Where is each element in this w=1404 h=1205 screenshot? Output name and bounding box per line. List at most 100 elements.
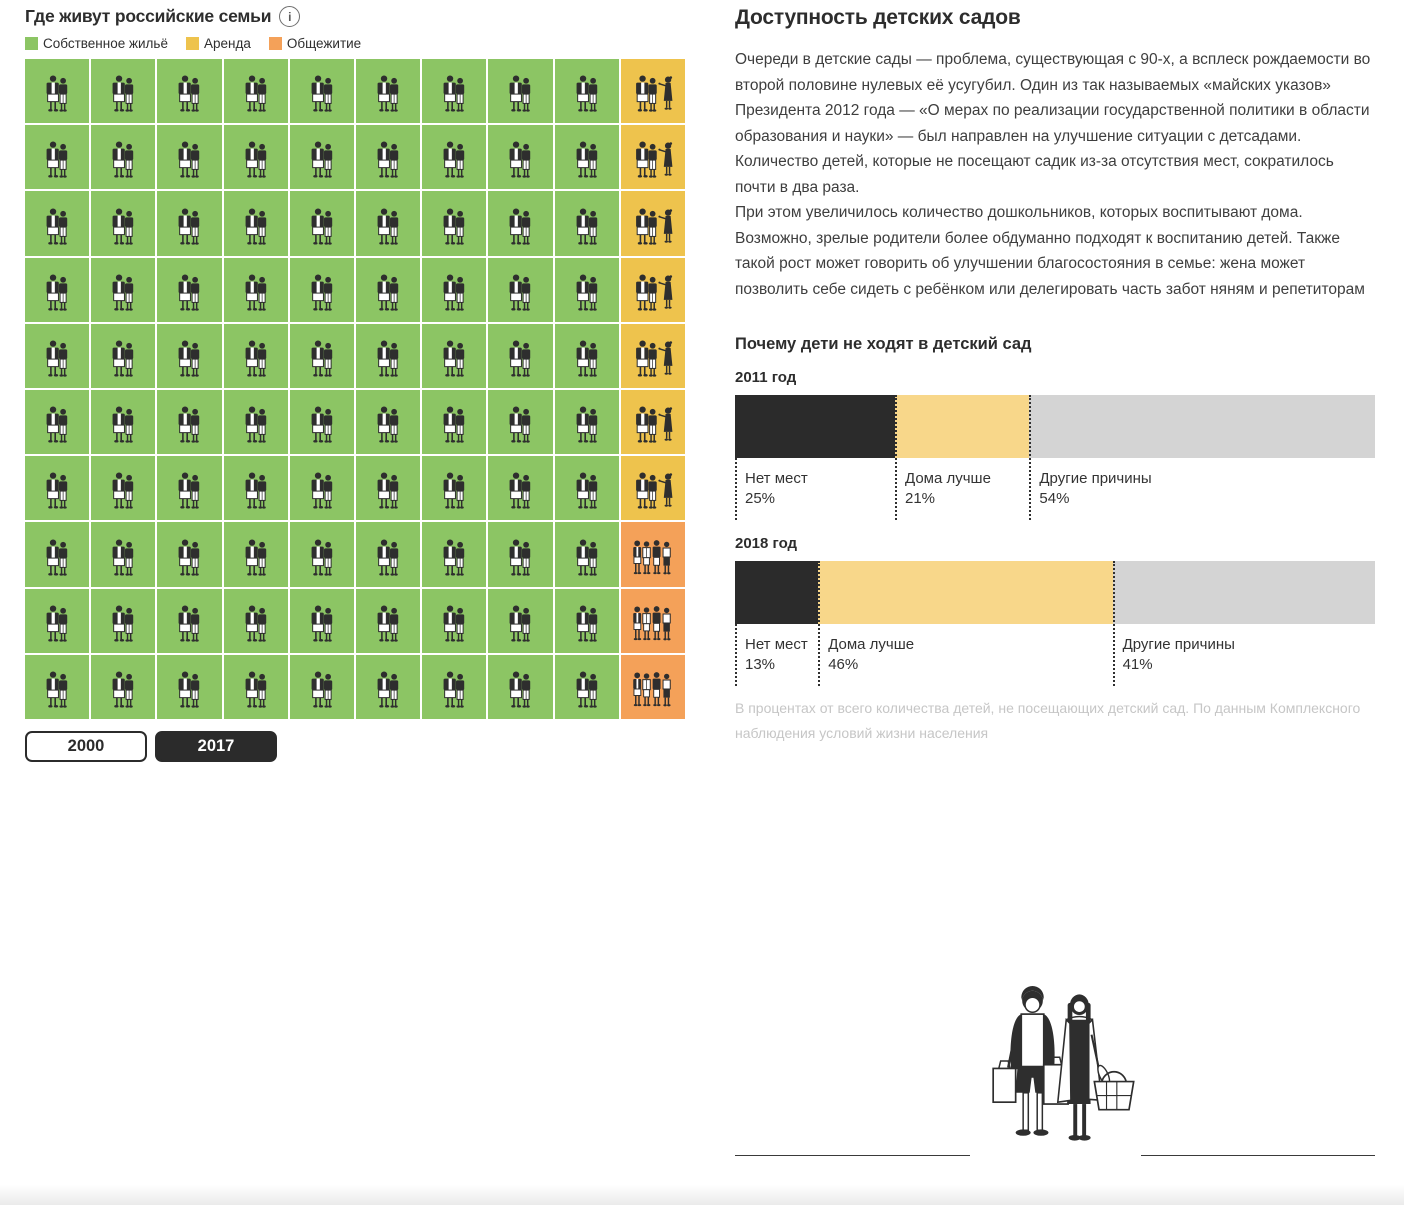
info-icon[interactable]: i	[279, 6, 301, 27]
family-pictogram-own	[178, 670, 201, 709]
waffle-cell-own	[289, 654, 354, 719]
waffle-cell-own	[223, 59, 288, 124]
waffle-cell-own	[91, 191, 156, 256]
waffle-cell-own	[157, 522, 222, 587]
waffle-cell-own	[488, 654, 553, 719]
family-pictogram-own	[443, 472, 466, 510]
waffle-cell-own	[157, 191, 222, 256]
waffle-cell-own	[25, 522, 90, 587]
family-pictogram-own	[244, 141, 267, 179]
family-pictogram-own	[310, 74, 333, 113]
section-title: Почему дети не ходят в детский сад	[735, 335, 1032, 353]
legend-swatch-dorm	[268, 37, 282, 50]
waffle-cell-own	[488, 456, 553, 521]
family-pictogram-own	[376, 670, 400, 709]
legend-item-dorm: Общежитие	[268, 36, 361, 51]
waffle-cell-dorm	[620, 588, 685, 653]
family-pictogram-own	[575, 273, 598, 312]
family-pictogram-own	[376, 604, 400, 643]
family-pictogram-own	[178, 273, 201, 312]
family-pictogram-own	[443, 604, 466, 643]
stacked-bar-block: 2018 год Нет мест 13% Дома лучше 46% Другие п…	[735, 535, 1375, 686]
family-pictogram-rent	[630, 400, 676, 448]
bar-segment	[1112, 561, 1375, 624]
waffle-cell-own	[355, 389, 421, 455]
waffle-cell-own	[223, 654, 288, 719]
family-pictogram-own	[376, 207, 400, 246]
family-pictogram-own	[45, 670, 69, 709]
waffle-cell-own	[355, 654, 421, 719]
kindergarten-title: Доступность детских садов	[735, 6, 1021, 29]
family-pictogram-own	[509, 207, 532, 246]
waffle-cell-own	[223, 456, 288, 521]
waffle-cell-own	[91, 59, 156, 124]
segment-label: Нет мест 25%	[745, 470, 808, 507]
dotted-guide-line	[1112, 561, 1115, 686]
family-pictogram-own	[575, 670, 598, 709]
family-pictogram-own	[575, 604, 598, 643]
waffle-cell-own	[157, 125, 222, 190]
waffle-cell-own	[25, 59, 90, 124]
family-pictogram-own	[244, 472, 267, 510]
waffle-cell-own	[157, 456, 222, 521]
legend-item-rent: Аренда	[185, 36, 251, 51]
waffle-cell-own	[355, 323, 421, 388]
waffle-cell-rent	[620, 257, 685, 322]
footer	[735, 978, 1375, 1178]
family-pictogram-own	[575, 538, 598, 576]
waffle-cell-own	[157, 588, 222, 653]
family-pictogram-own	[112, 141, 135, 179]
waffle-cell-own	[25, 323, 90, 388]
waffle-cell-own	[157, 654, 222, 719]
waffle-cell-own	[289, 59, 354, 124]
family-pictogram-rent	[630, 268, 676, 316]
family-pictogram-own	[244, 207, 267, 246]
family-pictogram-own	[178, 405, 201, 444]
family-pictogram-own	[112, 538, 135, 576]
family-pictogram-own	[575, 74, 598, 113]
waffle-cell-own	[157, 257, 222, 322]
family-pictogram-own	[310, 604, 333, 643]
family-pictogram-own	[575, 405, 598, 444]
waffle-cell-own	[488, 522, 553, 587]
waffle-cell-own	[488, 588, 553, 653]
year-button-2000[interactable]: 2000	[25, 731, 147, 762]
bar-segment	[818, 561, 1113, 624]
waffle-cell-own	[554, 456, 619, 521]
waffle-cell-own	[25, 654, 90, 719]
family-pictogram-own	[509, 538, 532, 576]
waffle-cell-own	[223, 389, 288, 455]
year-button-2017[interactable]: 2017	[155, 731, 277, 762]
family-pictogram-own	[178, 538, 201, 576]
family-pictogram-own	[178, 74, 201, 113]
waffle-cell-own	[488, 323, 553, 388]
bar-segment	[1029, 395, 1375, 458]
family-pictogram-own	[45, 405, 69, 444]
family-pictogram-own	[376, 141, 400, 179]
waffle-cell-own	[554, 588, 619, 653]
body-paragraph-2: При этом увеличилось количество дошкольн…	[735, 204, 1365, 298]
stacked-bar	[735, 395, 1375, 458]
family-pictogram-own	[443, 538, 466, 576]
waffle-cell-own	[223, 191, 288, 256]
waffle-cell-own	[289, 257, 354, 322]
family-pictogram-own	[376, 538, 400, 576]
family-pictogram-own	[310, 273, 333, 312]
divider-line-right	[1141, 1155, 1375, 1156]
family-pictogram-own	[45, 273, 69, 312]
waffle-cell-own	[91, 125, 156, 190]
family-pictogram-own	[112, 74, 135, 113]
segment-label: Дома лучше 46%	[828, 636, 915, 673]
family-pictogram-own	[443, 74, 466, 113]
legend-label: Аренда	[203, 36, 251, 51]
dotted-guide-line	[1029, 395, 1032, 520]
waffle-cell-own	[422, 59, 487, 124]
waffle-cell-own	[355, 191, 421, 256]
waffle-cell-own	[488, 59, 553, 124]
family-pictogram-own	[376, 273, 400, 312]
stacked-bar-block: 2011 год Нет мест 25% Дома лучше 21% Другие п…	[735, 369, 1375, 520]
family-pictogram-own	[443, 141, 466, 179]
waffle-cell-own	[422, 323, 487, 388]
waffle-cell-own	[554, 654, 619, 719]
